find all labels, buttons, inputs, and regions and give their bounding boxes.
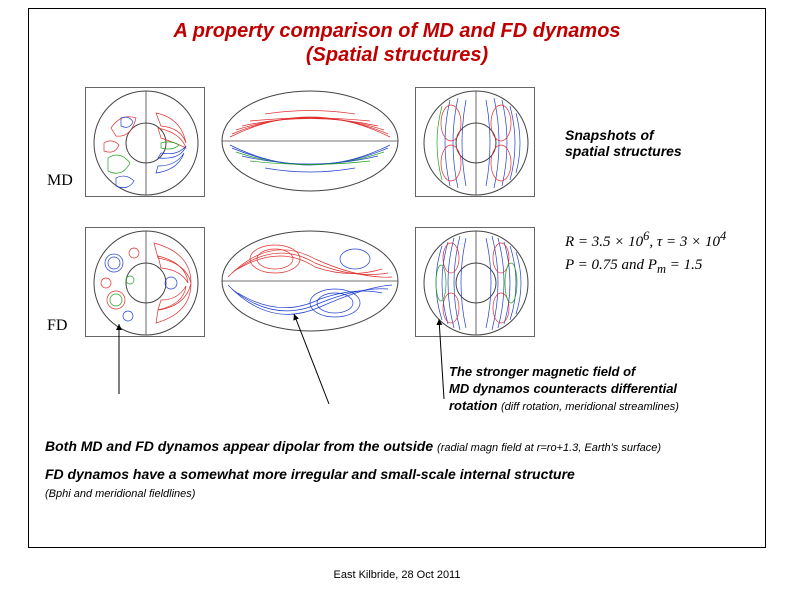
- note-dipolar: Both MD and FD dynamos appear dipolar fr…: [45, 437, 749, 455]
- figure-grid: MD FD: [45, 77, 749, 367]
- annulus-stream-svg: [416, 228, 536, 338]
- note-irregular-sub: (Bphi and meridional fieldlines): [45, 488, 195, 500]
- panel-md-bphi: [85, 87, 205, 197]
- note-stronger-field: The stronger magnetic field of MD dynamo…: [449, 364, 749, 415]
- parameters-block: R = 3.5 × 106, τ = 3 × 104 P = 0.75 and …: [565, 227, 775, 278]
- ellipse-svg: [220, 89, 400, 194]
- param-line1: R = 3.5 × 106, τ = 3 × 104: [565, 227, 775, 254]
- panel-md-radial: [220, 89, 400, 194]
- snapshot-label: Snapshots of spatial structures: [565, 127, 755, 159]
- annulus-stream-svg: [416, 88, 536, 198]
- title-line1: A property comparison of MD and FD dynam…: [173, 20, 620, 42]
- note-irregular-text: FD dynamos have a somewhat more irregula…: [45, 466, 575, 482]
- bottom-notes: Both MD and FD dynamos appear dipolar fr…: [45, 429, 749, 502]
- note-stronger-field-sub: (diff rotation, meridional streamlines): [501, 401, 679, 413]
- panel-md-stream: [415, 87, 535, 197]
- contour-svg: [86, 88, 206, 198]
- slide-frame: A property comparison of MD and FD dynam…: [28, 8, 766, 548]
- title-line2: (Spatial structures): [306, 44, 488, 66]
- snapshot-label-text: Snapshots of spatial structures: [565, 127, 682, 159]
- ellipse-svg: [220, 229, 400, 334]
- note-dipolar-text: Both MD and FD dynamos appear dipolar fr…: [45, 438, 433, 454]
- panel-fd-radial: [220, 229, 400, 334]
- contour-svg: [86, 228, 206, 338]
- slide-title: A property comparison of MD and FD dynam…: [45, 19, 749, 67]
- slide-footer: East Kilbride, 28 Oct 2011: [0, 569, 794, 581]
- note-dipolar-sub: (radial magn field at r=ro+1.3, Earth's …: [437, 442, 661, 454]
- panel-fd-bphi: [85, 227, 205, 337]
- param-line2: P = 0.75 and Pm = 1.5: [565, 254, 775, 279]
- row-label-fd: FD: [47, 317, 67, 335]
- note-irregular: FD dynamos have a somewhat more irregula…: [45, 465, 749, 501]
- row-label-md: MD: [47, 172, 73, 190]
- panel-fd-stream: [415, 227, 535, 337]
